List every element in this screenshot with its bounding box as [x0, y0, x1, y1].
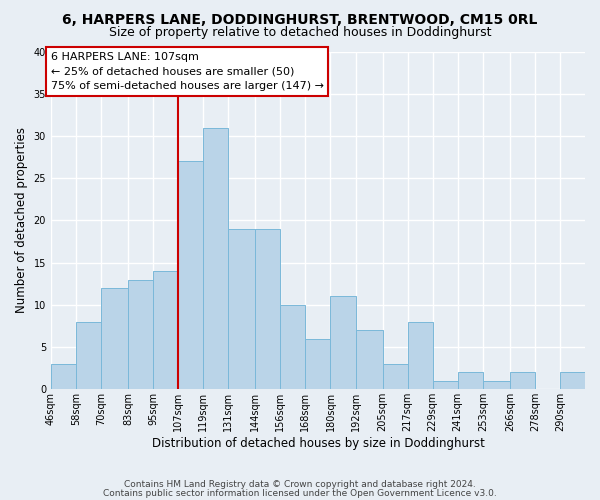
Bar [178, 162, 203, 390]
Text: Size of property relative to detached houses in Doddinghurst: Size of property relative to detached ho… [109, 26, 491, 39]
Text: Contains HM Land Registry data © Crown copyright and database right 2024.: Contains HM Land Registry data © Crown c… [124, 480, 476, 489]
Bar [51, 364, 76, 390]
Bar [383, 364, 407, 390]
Bar [76, 322, 101, 390]
Bar [256, 229, 280, 390]
Bar [560, 372, 585, 390]
Bar [280, 305, 305, 390]
Bar [407, 322, 433, 390]
Bar [356, 330, 383, 390]
Y-axis label: Number of detached properties: Number of detached properties [15, 128, 28, 314]
Text: Contains public sector information licensed under the Open Government Licence v3: Contains public sector information licen… [103, 489, 497, 498]
Bar [228, 229, 256, 390]
Bar [331, 296, 356, 390]
Bar [510, 372, 535, 390]
X-axis label: Distribution of detached houses by size in Doddinghurst: Distribution of detached houses by size … [152, 437, 484, 450]
Text: 6 HARPERS LANE: 107sqm
← 25% of detached houses are smaller (50)
75% of semi-det: 6 HARPERS LANE: 107sqm ← 25% of detached… [51, 52, 324, 91]
Bar [458, 372, 483, 390]
Bar [128, 280, 153, 390]
Bar [203, 128, 228, 390]
Text: 6, HARPERS LANE, DODDINGHURST, BRENTWOOD, CM15 0RL: 6, HARPERS LANE, DODDINGHURST, BRENTWOOD… [62, 12, 538, 26]
Bar [433, 381, 458, 390]
Bar [101, 288, 128, 390]
Bar [153, 271, 178, 390]
Bar [483, 381, 510, 390]
Bar [305, 338, 331, 390]
